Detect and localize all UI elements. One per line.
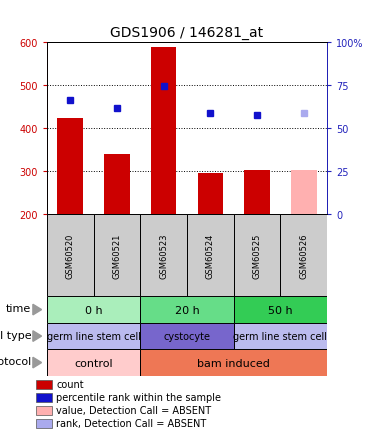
Bar [104, 155, 130, 215]
Text: GSM60526: GSM60526 [299, 233, 308, 279]
Bar [197, 174, 223, 215]
Bar [140, 215, 187, 297]
Text: control: control [74, 358, 113, 368]
Bar [234, 323, 327, 349]
Text: 20 h: 20 h [175, 305, 199, 315]
Text: GSM60521: GSM60521 [112, 233, 121, 278]
Text: value, Detection Call = ABSENT: value, Detection Call = ABSENT [56, 405, 211, 415]
Title: GDS1906 / 146281_at: GDS1906 / 146281_at [111, 26, 263, 39]
Text: 50 h: 50 h [268, 305, 293, 315]
Bar [47, 349, 140, 376]
Bar [36, 393, 52, 402]
Bar [36, 406, 52, 415]
Bar [140, 323, 234, 349]
Bar [140, 349, 327, 376]
Text: rank, Detection Call = ABSENT: rank, Detection Call = ABSENT [56, 418, 207, 428]
Bar [234, 297, 327, 323]
Text: cystocyte: cystocyte [164, 331, 210, 341]
Bar [291, 171, 316, 215]
Bar [47, 297, 140, 323]
Polygon shape [33, 358, 42, 368]
Text: protocol: protocol [0, 356, 31, 366]
Bar [234, 215, 280, 297]
Bar [93, 215, 140, 297]
Bar [47, 215, 93, 297]
Text: cell type: cell type [0, 330, 31, 340]
Text: bam induced: bam induced [197, 358, 270, 368]
Bar [151, 47, 177, 215]
Bar [244, 171, 270, 215]
Polygon shape [33, 305, 42, 315]
Bar [280, 215, 327, 297]
Bar [187, 215, 234, 297]
Text: GSM60523: GSM60523 [159, 233, 168, 279]
Polygon shape [33, 331, 42, 342]
Bar [58, 118, 83, 215]
Bar [36, 419, 52, 428]
Text: germ line stem cell: germ line stem cell [233, 331, 327, 341]
Text: GSM60524: GSM60524 [206, 233, 215, 278]
Bar [36, 380, 52, 389]
Text: GSM60520: GSM60520 [66, 233, 75, 278]
Text: germ line stem cell: germ line stem cell [47, 331, 141, 341]
Text: time: time [6, 303, 31, 313]
Text: count: count [56, 380, 84, 390]
Bar [140, 297, 234, 323]
Text: percentile rank within the sample: percentile rank within the sample [56, 393, 221, 403]
Bar [47, 323, 140, 349]
Text: GSM60525: GSM60525 [253, 233, 262, 278]
Text: 0 h: 0 h [85, 305, 102, 315]
